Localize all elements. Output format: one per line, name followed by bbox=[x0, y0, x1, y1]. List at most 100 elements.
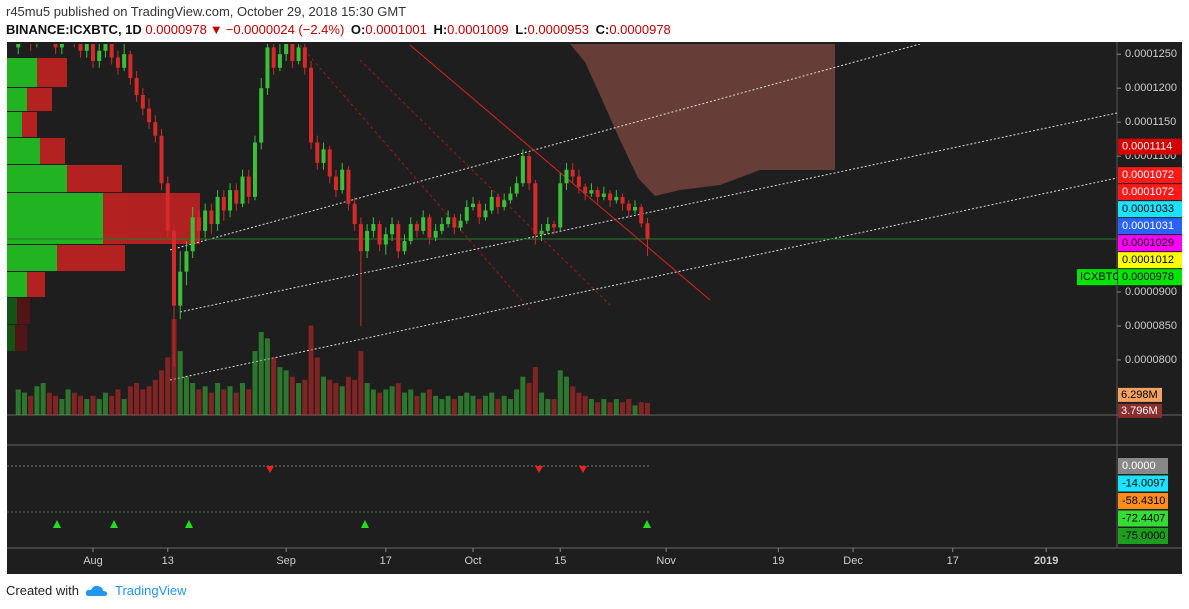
profile-down bbox=[103, 193, 200, 244]
candle-body bbox=[265, 47, 270, 89]
volume-bar bbox=[458, 395, 464, 415]
volume-bar bbox=[78, 395, 84, 415]
volume-bar bbox=[221, 389, 227, 415]
volume-bar bbox=[476, 399, 482, 415]
brand-logo bbox=[85, 585, 108, 596]
volume-bar bbox=[352, 379, 358, 415]
last-price: 0.0000978 bbox=[145, 22, 207, 37]
candle-body bbox=[377, 224, 382, 245]
volume-bar bbox=[90, 395, 96, 415]
profile-up bbox=[7, 272, 27, 297]
volume-badge bbox=[1118, 387, 1162, 402]
candle-body bbox=[483, 210, 488, 218]
volume-bar bbox=[402, 392, 407, 415]
candle-body bbox=[458, 220, 463, 228]
x-tick-label: Aug bbox=[83, 555, 103, 567]
candle-body bbox=[358, 224, 363, 252]
high-label: H: bbox=[433, 22, 448, 37]
volume-bar bbox=[258, 331, 264, 415]
volume-badge-label: 6.298M bbox=[1121, 389, 1158, 401]
candle-body bbox=[35, 30, 39, 40]
symbol-line: BINANCE:ICXBTC, 1D 0.0000978 ▼ −0.0000024 … bbox=[6, 21, 674, 39]
profile-down bbox=[27, 88, 52, 111]
volume-bar bbox=[283, 370, 289, 415]
candle-body bbox=[408, 224, 413, 242]
candle-body bbox=[477, 203, 482, 218]
candle-body bbox=[78, 44, 83, 51]
candle-body bbox=[91, 44, 95, 61]
volume-bar bbox=[215, 383, 221, 415]
volume-bar bbox=[576, 392, 582, 415]
signal bbox=[266, 466, 274, 473]
candle-body bbox=[159, 135, 164, 184]
price-badge bbox=[1118, 269, 1182, 286]
signal bbox=[643, 520, 651, 528]
volume-bar bbox=[289, 376, 295, 415]
volume-bar bbox=[470, 395, 476, 415]
x-tick-label: Oct bbox=[464, 555, 481, 567]
candle-body bbox=[29, 27, 33, 41]
volume-bar bbox=[377, 392, 383, 415]
candle-body bbox=[439, 224, 444, 231]
candle-body bbox=[234, 190, 239, 204]
volume-bar bbox=[595, 402, 601, 415]
candle-body bbox=[514, 183, 519, 194]
candle-body bbox=[558, 183, 563, 228]
volume-bar bbox=[414, 395, 420, 415]
candle-body bbox=[520, 156, 525, 184]
signal bbox=[361, 520, 369, 528]
candle-body bbox=[489, 196, 494, 211]
signal bbox=[185, 520, 193, 528]
low-value: 0.0000953 bbox=[527, 22, 589, 37]
volume-bar bbox=[96, 399, 102, 415]
candle-body bbox=[601, 193, 606, 197]
candle-body bbox=[252, 142, 257, 197]
volume-bar bbox=[308, 325, 314, 415]
open-label: O: bbox=[350, 22, 366, 37]
price-badge-label: 0.0001029 bbox=[1122, 237, 1174, 249]
candle-body bbox=[190, 217, 195, 252]
profile-up bbox=[7, 138, 40, 164]
price-badge-label: 0.0001072 bbox=[1122, 186, 1174, 198]
volume-bar bbox=[208, 392, 214, 415]
volume-bar bbox=[65, 389, 71, 415]
candle-body bbox=[595, 190, 600, 197]
channel-line bbox=[299, 44, 531, 311]
y-tick-label: 0.0001200 bbox=[1125, 82, 1177, 94]
volume-bar bbox=[395, 383, 401, 415]
profile-down bbox=[15, 325, 27, 351]
y-tick-label: 0.0001250 bbox=[1125, 48, 1177, 60]
y-tick-label: 0.0000800 bbox=[1125, 354, 1177, 366]
volume-badge-label: 3.796M bbox=[1121, 405, 1158, 417]
volume-bar bbox=[632, 405, 638, 415]
candle-body bbox=[59, 44, 64, 48]
volume-bar bbox=[134, 383, 140, 415]
candle-body bbox=[97, 50, 102, 61]
volume-bar bbox=[601, 399, 607, 415]
candle-body bbox=[527, 156, 532, 184]
volume-bar bbox=[520, 376, 526, 415]
price-badge-label: 0.0001012 bbox=[1122, 254, 1174, 266]
volume-profile bbox=[7, 58, 200, 351]
volume-bar bbox=[227, 386, 233, 415]
candle-body bbox=[433, 230, 438, 238]
volume-bar bbox=[433, 395, 439, 415]
x-tick-label: Sep bbox=[276, 555, 296, 567]
price-badge bbox=[1118, 201, 1182, 218]
volume-bar bbox=[389, 386, 395, 415]
volume-bar bbox=[383, 389, 389, 415]
candle-body bbox=[184, 251, 189, 272]
candle-body bbox=[346, 169, 351, 204]
candle-body bbox=[495, 196, 500, 208]
volume-bar bbox=[246, 389, 252, 415]
volume-bar bbox=[588, 399, 594, 415]
volume-bar bbox=[613, 399, 619, 415]
volume-bar bbox=[46, 392, 52, 415]
volume-bar bbox=[464, 392, 470, 415]
y-tick-label: 0.0000900 bbox=[1125, 286, 1177, 298]
volume-bar bbox=[21, 392, 27, 415]
candle-body bbox=[47, 20, 51, 34]
candle-body bbox=[333, 176, 338, 191]
candle-body bbox=[471, 203, 476, 208]
candle-body bbox=[309, 67, 314, 143]
